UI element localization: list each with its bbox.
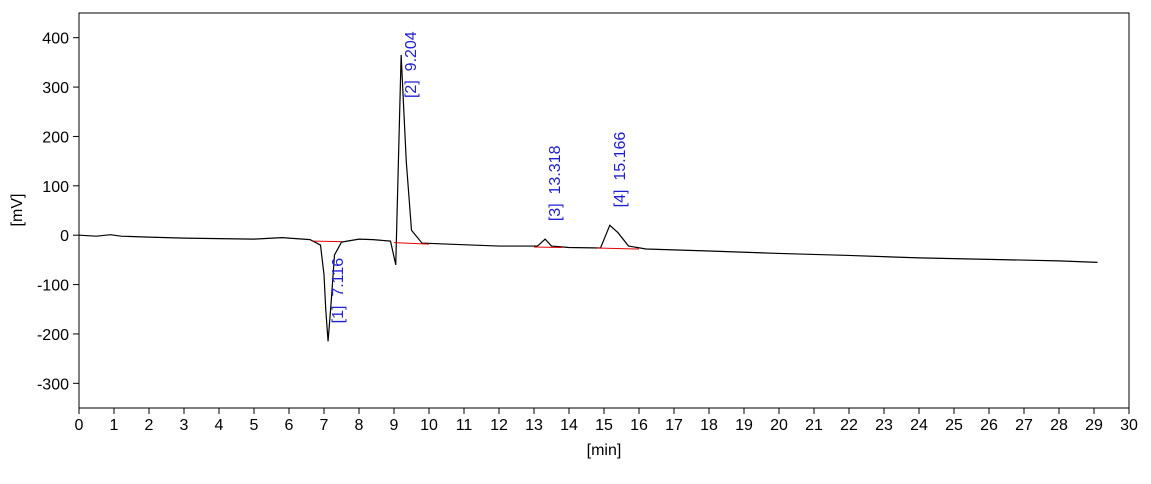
x-tick-label: 30 <box>1120 417 1138 434</box>
x-tick-label: 9 <box>390 417 399 434</box>
x-tick-label: 0 <box>75 417 84 434</box>
y-tick-label: -300 <box>37 376 69 393</box>
x-tick-label: 6 <box>285 417 294 434</box>
plot-frame <box>79 13 1129 408</box>
x-tick-label: 20 <box>770 417 788 434</box>
x-tick-label: 15 <box>595 417 613 434</box>
y-tick-label: 400 <box>42 31 69 48</box>
x-tick-label: 23 <box>875 417 893 434</box>
peak-label: [3] 13.318 <box>547 145 564 221</box>
x-tick-label: 12 <box>490 417 508 434</box>
x-tick-label: 2 <box>145 417 154 434</box>
x-tick-label: 24 <box>910 417 928 434</box>
y-tick-label: 0 <box>60 228 69 245</box>
y-axis-label: [mV] <box>9 194 26 227</box>
peak-label: [4] 15.166 <box>612 132 629 208</box>
x-tick-label: 17 <box>665 417 683 434</box>
x-tick-label: 8 <box>355 417 364 434</box>
x-tick-label: 3 <box>180 417 189 434</box>
y-tick-label: 200 <box>42 129 69 146</box>
x-tick-label: 14 <box>560 417 578 434</box>
x-tick-label: 4 <box>215 417 224 434</box>
x-tick-label: 1 <box>110 417 119 434</box>
integration-baseline <box>597 248 639 249</box>
x-tick-label: 10 <box>420 417 438 434</box>
peak-label: [2] 9.204 <box>403 31 420 98</box>
signal-trace <box>79 55 1098 341</box>
x-tick-label: 22 <box>840 417 858 434</box>
peak-label: [1] 7.116 <box>330 258 347 324</box>
x-tick-label: 25 <box>945 417 963 434</box>
x-tick-label: 13 <box>525 417 543 434</box>
y-tick-label: -100 <box>37 278 69 295</box>
x-axis-label: [min] <box>587 442 622 459</box>
y-tick-label: 300 <box>42 80 69 97</box>
x-tick-label: 28 <box>1050 417 1068 434</box>
y-tick-label: 100 <box>42 179 69 196</box>
x-tick-label: 21 <box>805 417 823 434</box>
x-tick-label: 16 <box>630 417 648 434</box>
x-tick-label: 18 <box>700 417 718 434</box>
y-tick-label: -200 <box>37 327 69 344</box>
x-tick-label: 26 <box>980 417 998 434</box>
x-tick-label: 29 <box>1085 417 1103 434</box>
x-tick-label: 11 <box>456 417 473 434</box>
x-tick-label: 7 <box>320 417 329 434</box>
x-tick-label: 27 <box>1015 417 1033 434</box>
x-tick-label: 19 <box>735 417 753 434</box>
x-tick-label: 5 <box>250 417 259 434</box>
